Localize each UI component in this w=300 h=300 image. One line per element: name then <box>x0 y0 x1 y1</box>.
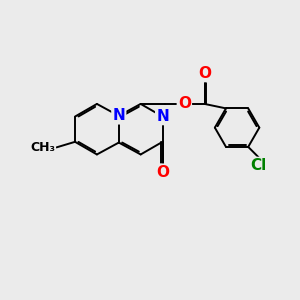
Text: O: O <box>198 66 211 81</box>
Text: Cl: Cl <box>250 158 267 173</box>
Text: N: N <box>156 109 169 124</box>
Text: CH₃: CH₃ <box>30 141 55 154</box>
Text: O: O <box>178 96 191 111</box>
Text: N: N <box>112 108 125 123</box>
Text: O: O <box>156 165 169 180</box>
